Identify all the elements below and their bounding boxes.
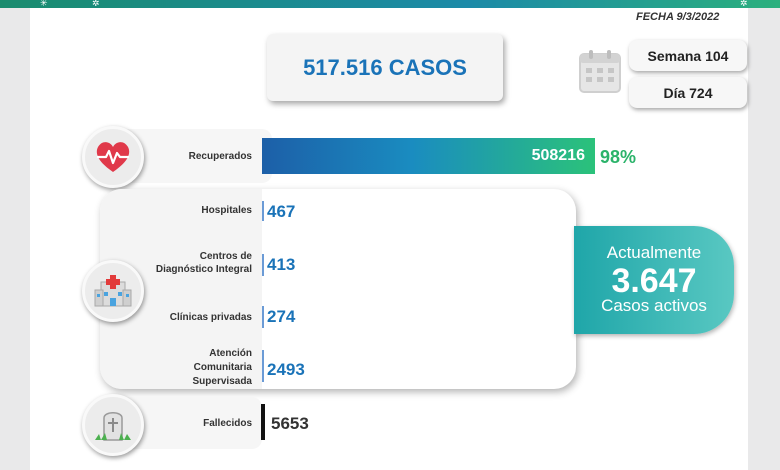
recuperados-value: 508216: [531, 147, 585, 164]
decor-virus-icon: ✲: [92, 0, 100, 8]
cdi-bar: [262, 254, 264, 276]
hospital-icon-circle: [82, 260, 144, 322]
total-cases-box: 517.516 CASOS: [267, 34, 503, 101]
top-stripe: ✳ ✲ ✲: [0, 0, 780, 8]
acs-bar: [262, 350, 264, 382]
casos-activos-box: Actualmente 3.647 Casos activos: [574, 226, 734, 334]
semana-badge: Semana 104: [629, 40, 747, 71]
hospitales-bar: [262, 201, 264, 221]
acs-value: 2493: [267, 360, 305, 379]
activos-subcaption: Casos activos: [601, 296, 707, 315]
fallecidos-bar: [261, 404, 265, 440]
tombstone-icon: [95, 412, 131, 441]
recuperados-icon-circle: [82, 126, 144, 188]
acs-label-line2: Comunitaria: [193, 362, 252, 373]
acs-label-line1: Atención: [209, 348, 252, 359]
dia-badge: Día 724: [629, 77, 747, 108]
report-date: FECHA 9/3/2022: [636, 11, 720, 23]
calendar-icon: [579, 50, 621, 93]
acs-label-line3: Supervisada: [192, 376, 252, 387]
cdi-label-line2: Diagnóstico Integral: [155, 264, 252, 275]
hospital-icon: [94, 275, 132, 307]
fallecidos-label: Fallecidos: [203, 418, 252, 429]
decor-virus-icon: ✲: [740, 0, 748, 8]
fallecidos-icon-circle: [82, 394, 144, 456]
clinicas-label: Clínicas privadas: [169, 312, 252, 323]
fallecidos-value: 5653: [271, 414, 309, 433]
total-cases: 517.516 CASOS: [303, 54, 467, 80]
hospitales-value: 467: [267, 202, 296, 221]
cdi-value: 413: [267, 255, 296, 274]
clinicas-bar: [262, 306, 264, 328]
decor-star-icon: ✳: [40, 0, 48, 8]
recuperados-percent: 98%: [600, 147, 637, 167]
recuperados-label: Recuperados: [188, 151, 252, 162]
hospitales-label: Hospitales: [201, 205, 252, 216]
clinicas-value: 274: [267, 307, 296, 326]
heart-pulse-icon: [96, 142, 130, 172]
recuperados-bar: 508216: [262, 138, 595, 174]
cdi-label-line1: Centros de: [199, 251, 252, 262]
activos-number: 3.647: [611, 262, 697, 300]
activos-caption: Actualmente: [606, 243, 702, 262]
